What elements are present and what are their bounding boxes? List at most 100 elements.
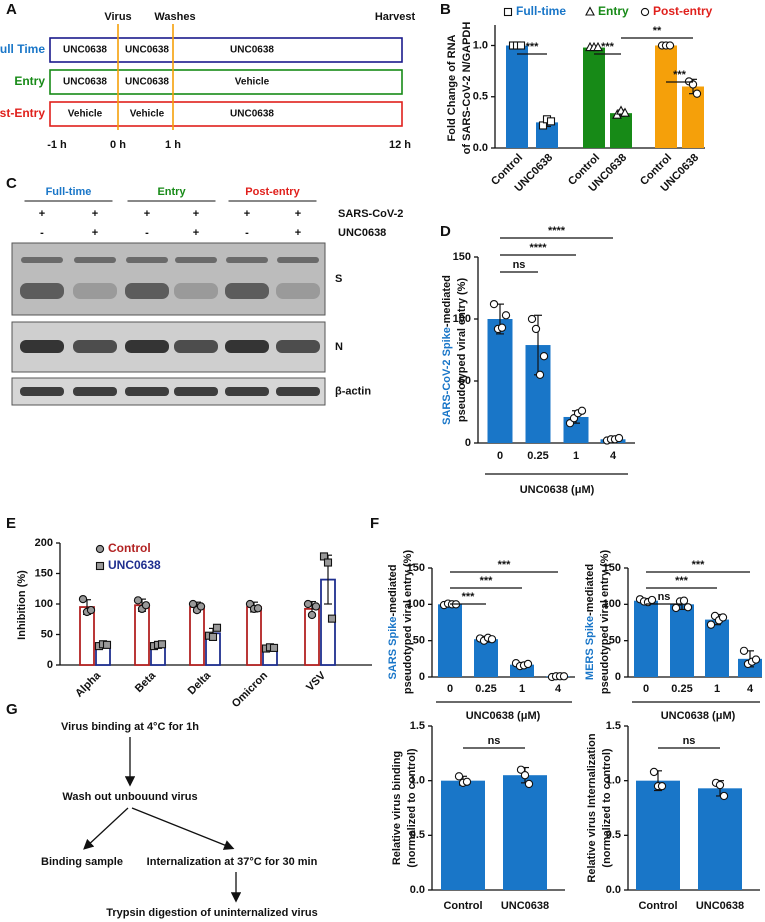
significance-label: ***: [498, 559, 512, 571]
y-tick-label: 1.0: [473, 39, 488, 51]
cell-label: UNC0638: [63, 77, 107, 88]
bar: [634, 600, 658, 677]
group-label: Entry: [157, 186, 186, 198]
timeline-label: Washes: [154, 11, 195, 23]
x-tick-label: VSV: [304, 669, 329, 694]
bar: [487, 319, 513, 443]
band: [175, 257, 217, 263]
point: [489, 299, 499, 309]
point: [133, 596, 143, 605]
row-name: Full Time: [0, 42, 45, 56]
cell-label: UNC0638: [63, 45, 107, 56]
y-axis-label-highlight: SARS-CoV-2 Spike: [441, 327, 453, 425]
bar: [506, 45, 528, 148]
y-tick-label: 50: [413, 635, 425, 647]
point: [516, 41, 526, 50]
time-tick: 12 h: [389, 139, 411, 151]
point: [671, 603, 681, 613]
flow-step: Internalization at 37°C for 30 min: [147, 856, 318, 868]
point: [585, 6, 595, 16]
y-axis-label: SARS Spike-mediated: [387, 565, 399, 680]
y-axis-label-highlight: MERS Spike: [584, 616, 596, 680]
panel-label: G: [6, 701, 18, 718]
time-tick: 1 h: [165, 139, 181, 151]
y-axis-label: Fold Change of RNA: [446, 34, 458, 141]
x-tick-label: 0.25: [671, 683, 692, 695]
significance-label: ns: [683, 735, 696, 747]
y-tick-label: 0: [47, 659, 53, 671]
band: [20, 340, 64, 353]
significance-label: ns: [513, 259, 526, 271]
y-tick-label: 200: [35, 537, 53, 549]
sign: +: [144, 208, 150, 220]
x-tick-label: 4: [747, 683, 754, 695]
point: [487, 635, 497, 644]
point: [665, 41, 675, 50]
x-tick-label: 0: [643, 683, 649, 695]
x-tick-label: 4: [555, 683, 562, 695]
point: [497, 323, 507, 332]
bar: [134, 604, 150, 666]
legend-label: Post-entry: [653, 4, 713, 18]
bar: [441, 780, 485, 890]
y-tick-label: 0: [615, 671, 621, 683]
band: [73, 387, 117, 396]
sign: -: [40, 227, 44, 239]
y-axis-label: MERS Spike-mediated: [584, 564, 596, 680]
bar: [655, 45, 677, 148]
y-tick-label: 150: [603, 562, 621, 574]
y-axis-label: Relative virus binding: [391, 751, 403, 865]
point: [546, 117, 556, 126]
bar: [474, 639, 498, 677]
significance-label: ***: [673, 69, 687, 81]
y-axis-label: pseudotyped viral entry (%): [599, 550, 611, 695]
point: [208, 632, 218, 641]
band: [125, 340, 169, 353]
band: [74, 257, 116, 263]
y-axis-label: pseudotyped viral entry (%): [402, 550, 414, 695]
band: [174, 340, 218, 353]
sign: +: [295, 208, 301, 220]
legend-label: UNC0638: [108, 558, 161, 572]
point: [718, 613, 728, 622]
band: [276, 340, 320, 353]
point: [520, 771, 530, 780]
y-tick-label: 100: [453, 313, 471, 325]
bar: [682, 86, 704, 148]
band-label: N: [335, 341, 343, 353]
sign: +: [193, 208, 199, 220]
point: [577, 406, 587, 415]
panel-label: A: [6, 1, 17, 18]
point: [196, 602, 206, 611]
sign: +: [92, 227, 98, 239]
point: [527, 314, 537, 324]
treatment-label: SARS-CoV-2: [338, 208, 403, 220]
y-axis-label-highlight: SARS Spike: [387, 617, 399, 680]
point: [501, 311, 511, 320]
time-tick: -1 h: [47, 139, 67, 151]
sign: +: [193, 227, 199, 239]
x-tick-label: UNC0638: [696, 900, 744, 912]
treatment-label: UNC0638: [338, 227, 386, 239]
bar: [610, 113, 632, 148]
x-tick-label: 0: [447, 683, 453, 695]
point: [516, 765, 526, 774]
y-axis-label: Relative virus Internalization: [586, 733, 598, 882]
point: [141, 601, 151, 610]
point: [640, 7, 650, 17]
timeline-box: [49, 101, 403, 127]
panel-label: F: [370, 515, 379, 532]
point: [531, 324, 541, 334]
flowchart: Virus binding at 4°C for 1h Wash out unb…: [41, 721, 318, 919]
x-tick-label: 1: [519, 683, 525, 695]
y-tick-label: 150: [407, 562, 425, 574]
point: [327, 614, 337, 623]
point: [688, 80, 698, 89]
bar: [698, 788, 742, 890]
point: [86, 605, 96, 615]
blot-membrane: [11, 242, 326, 316]
point: [95, 561, 105, 571]
row-name: Post-Entry: [0, 106, 45, 120]
y-axis-label-part: -mediated: [584, 564, 596, 616]
y-tick-label: 50: [41, 628, 53, 640]
